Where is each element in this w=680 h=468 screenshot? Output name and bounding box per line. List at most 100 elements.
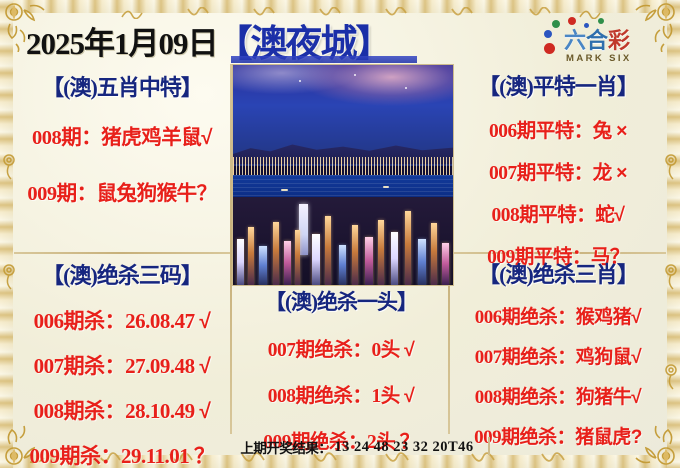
result-mark: √ — [404, 385, 415, 407]
result-mark: √ — [199, 400, 211, 423]
result-value: 27.09.48 — [125, 354, 195, 378]
result-value: 猪鼠虎 — [575, 427, 631, 448]
logo-dot-green — [552, 20, 560, 28]
building — [351, 225, 358, 285]
section-title: 【(澳)绝杀三码】 — [42, 263, 203, 288]
result-value: 兔 — [592, 121, 613, 142]
boat-icon — [281, 189, 289, 192]
boat-icon — [382, 185, 389, 188]
content-grid: 【(澳)五肖中特】 008期：猪虎鸡羊鼠√ 009期：鼠兔狗猴牛？ 【(澳)绝杀… — [14, 64, 666, 468]
issue-label: 008期绝杀： — [267, 386, 372, 407]
issue-label: 008期杀： — [33, 399, 126, 423]
building — [312, 233, 321, 285]
building — [283, 241, 291, 285]
ifc-tower — [299, 204, 308, 256]
building — [391, 232, 399, 285]
logo-chinese-text: 六合彩 — [564, 23, 630, 55]
building — [404, 211, 411, 285]
section-title: 【(澳)平特一肖】 — [478, 74, 639, 99]
result-mark: √ — [199, 310, 211, 333]
building — [248, 226, 255, 285]
star-icon — [404, 87, 407, 89]
result-value: 狗猪牛 — [575, 387, 632, 408]
result-mark: ？ — [399, 431, 420, 453]
building — [442, 242, 449, 285]
issue-label: 006期杀： — [33, 309, 126, 333]
result-value: 26.08.47 — [125, 309, 195, 333]
result-row: 008期平特：蛇√ — [450, 198, 666, 227]
section-title: 【(澳)绝杀一头】 — [265, 290, 418, 314]
result-row: 007期杀：27.09.48 √ — [14, 350, 230, 380]
result-row: 009期杀：29.11.01 ？ — [14, 440, 230, 468]
result-value: 1头 — [371, 386, 400, 407]
building — [365, 237, 373, 285]
result-mark: √ — [404, 339, 415, 361]
result-value: 马 — [590, 247, 611, 268]
result-row: 009期绝杀：2头 ？ — [234, 425, 448, 454]
issue-label: 009期杀： — [29, 444, 121, 468]
result-row: 007期平特：龙 × — [450, 156, 666, 185]
result-mark: √ — [631, 347, 642, 368]
building — [417, 239, 426, 285]
result-value: 2头 — [367, 432, 396, 453]
result-row: 008期：猪虎鸡羊鼠√ — [14, 120, 230, 150]
result-mark: ？ — [609, 246, 630, 268]
section-kill-one-head: 【(澳)绝杀一头】 007期绝杀：0头 √ 008期绝杀：1头 √ 009期绝杀… — [234, 286, 448, 453]
result-mark: × — [616, 162, 628, 184]
result-value: 龙 — [592, 163, 613, 184]
result-mark: √ — [631, 307, 642, 328]
star-icon — [299, 80, 301, 83]
result-value: 0头 — [371, 340, 400, 361]
grid-vline-left — [230, 64, 232, 434]
logo-char-2: 合 — [586, 28, 609, 53]
result-row: 009期绝杀：猪鼠虎? — [450, 422, 666, 449]
result-value: 鼠兔狗猴牛 — [96, 183, 198, 205]
result-row: 007期绝杀：0头 √ — [234, 333, 448, 362]
photo-far-city — [233, 157, 453, 178]
result-value: 猪虎鸡羊鼠 — [101, 127, 202, 149]
result-mark: ? — [630, 427, 643, 448]
frame-left-border — [0, 0, 13, 468]
issue-label: 007期平特： — [488, 163, 593, 184]
frame-top-border — [0, 0, 680, 13]
footer-divider — [488, 437, 490, 455]
title-underline-bar — [231, 56, 417, 63]
hong-kong-skyline-photo — [232, 64, 454, 286]
last-draw-footer: 上期开奖结果： 13 24 48 23 32 20T46 — [232, 434, 490, 460]
result-value: 蛇 — [595, 205, 615, 226]
result-row: 009期平特：马？ — [450, 240, 666, 269]
last-draw-label: 上期开奖结果： — [240, 441, 332, 456]
issue-label: 009期： — [27, 183, 97, 205]
logo-dot-blue-2 — [584, 23, 589, 28]
section-title: 【(澳)五肖中特】 — [42, 75, 203, 100]
result-mark: × — [616, 120, 628, 142]
building — [378, 219, 385, 285]
result-mark: √ — [631, 387, 642, 408]
issue-label: 006期平特： — [488, 121, 593, 142]
section-kill-three-zodiac: 【(澳)绝杀三肖】 006期绝杀：猴鸡猪√ 007期绝杀：鸡狗鼠√ 008期绝杀… — [450, 254, 666, 448]
building — [237, 239, 245, 285]
logo-dot-red — [544, 43, 555, 54]
photo-near-city — [233, 197, 453, 285]
result-row: 006期平特：兔 × — [450, 114, 666, 143]
result-value: 29.11.01 — [120, 444, 190, 468]
logo-dot-green-2 — [598, 18, 604, 24]
logo-english-text: MARK SIX — [566, 53, 632, 64]
issue-label: 008期： — [31, 127, 102, 149]
result-mark: ？ — [194, 445, 215, 468]
issue-label: 007期杀： — [33, 354, 126, 378]
building — [338, 244, 346, 285]
issue-label: 007期绝杀： — [474, 347, 577, 368]
issue-label: 009期绝杀： — [263, 432, 368, 453]
result-mark: √ — [199, 355, 211, 378]
section-flat-one-zodiac: 【(澳)平特一肖】 006期平特：兔 × 007期平特：龙 × 008期平特：蛇… — [450, 64, 666, 268]
building — [294, 230, 300, 285]
result-row: 006期绝杀：猴鸡猪√ — [450, 302, 666, 329]
section-five-zodiac: 【(澳)五肖中特】 008期：猪虎鸡羊鼠√ 009期：鼠兔狗猴牛？ — [14, 64, 230, 250]
result-value: 28.10.49 — [125, 399, 195, 423]
result-row: 007期绝杀：鸡狗鼠√ — [450, 342, 666, 369]
draw-date: 2025年1月09日 — [26, 25, 218, 61]
last-draw-numbers: 13 24 48 23 32 20T46 — [334, 438, 474, 455]
frame-right-border — [667, 0, 680, 468]
